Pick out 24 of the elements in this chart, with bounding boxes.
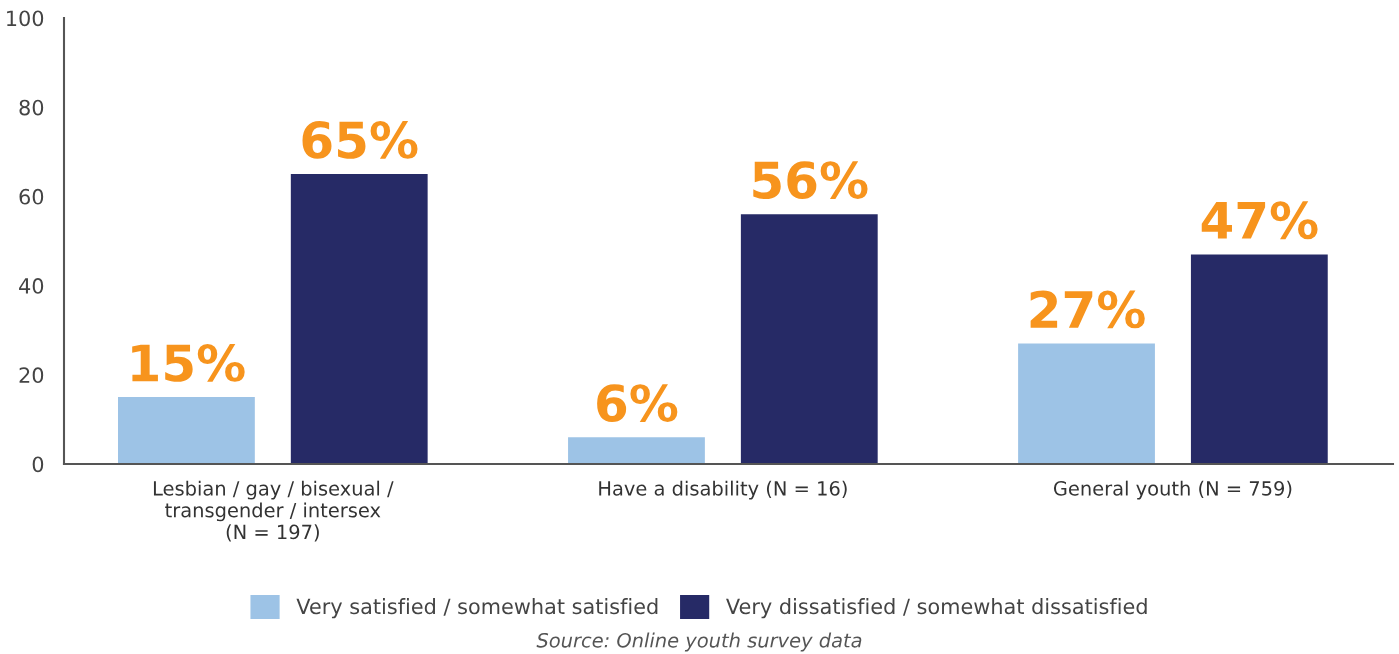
y-tick-label: 60 bbox=[19, 188, 44, 205]
x-tick-label: Lesbian / gay / bisexual / transgender / intersex (N = 197) bbox=[153, 480, 394, 542]
bar bbox=[1190, 254, 1328, 464]
y-tick-label: 0 bbox=[32, 456, 44, 473]
data-label: 6% bbox=[597, 384, 678, 422]
bar bbox=[1018, 343, 1155, 464]
legend-label: Very satisfied / somewhat satisfied bbox=[296, 598, 658, 619]
data-label: 27% bbox=[1030, 290, 1145, 329]
data-label: 47% bbox=[1201, 201, 1318, 240]
y-tick-label: 20 bbox=[19, 367, 44, 384]
source-note: Source: Online youth survey data bbox=[536, 632, 862, 652]
y-tick-label: 40 bbox=[19, 278, 44, 294]
data-label: 15% bbox=[132, 344, 245, 382]
x-tick-label: General youth (N = 759) bbox=[1053, 480, 1292, 500]
bar bbox=[290, 174, 428, 464]
x-tick-label: Have a disability (N = 16) bbox=[599, 480, 847, 500]
y-tick-label: 100 bbox=[7, 10, 44, 27]
bar bbox=[118, 397, 255, 464]
data-label: 56% bbox=[753, 161, 868, 199]
bar bbox=[568, 437, 705, 464]
y-tick-label: 80 bbox=[19, 99, 44, 116]
bar bbox=[740, 214, 878, 464]
data-label: 65% bbox=[302, 121, 418, 159]
legend-label: Very dissatisfied / somewhat dissatisfied bbox=[726, 598, 1147, 619]
